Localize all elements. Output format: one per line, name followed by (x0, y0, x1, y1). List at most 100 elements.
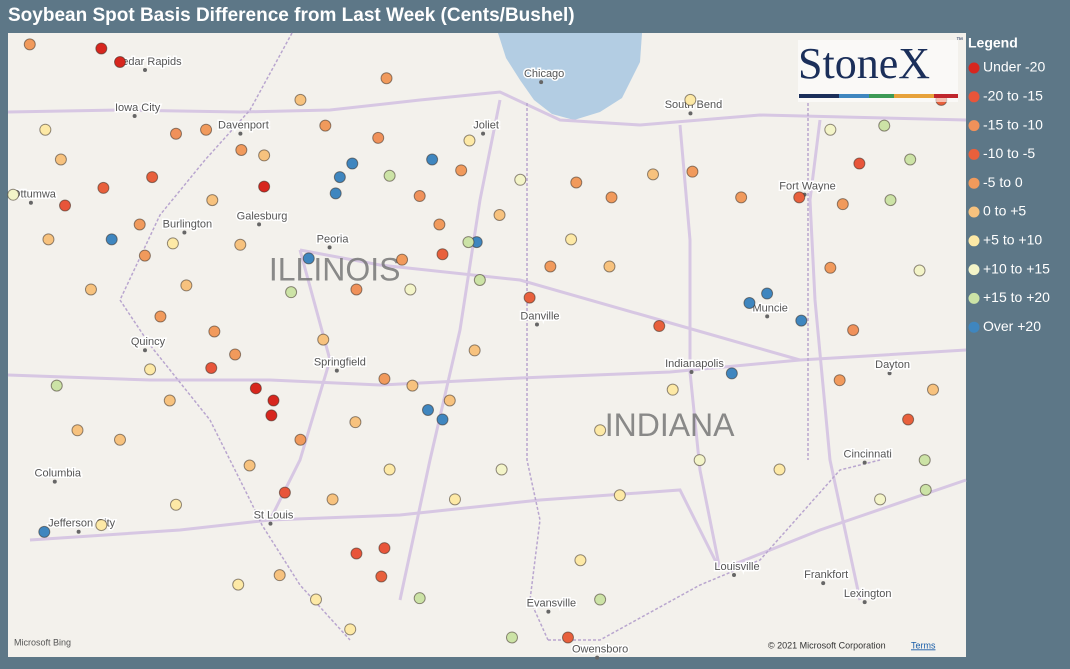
location-dot[interactable] (426, 153, 439, 166)
location-dot[interactable] (113, 433, 126, 446)
location-dot[interactable] (468, 344, 481, 357)
location-dot[interactable] (918, 454, 931, 467)
location-dot[interactable] (473, 273, 486, 286)
location-dot[interactable] (406, 379, 419, 392)
location-dot[interactable] (95, 519, 108, 532)
location-dot[interactable] (878, 119, 891, 132)
location-dot[interactable] (180, 279, 193, 292)
location-dot[interactable] (463, 134, 476, 147)
location-dot[interactable] (278, 486, 291, 499)
location-dot[interactable] (565, 233, 578, 246)
location-dot[interactable] (396, 253, 409, 266)
location-dot[interactable] (874, 493, 887, 506)
location-dot[interactable] (913, 264, 926, 277)
location-dot[interactable] (84, 283, 97, 296)
location-dot[interactable] (773, 463, 786, 476)
terms-link[interactable]: Terms (911, 640, 936, 650)
location-dot[interactable] (443, 394, 456, 407)
location-dot[interactable] (113, 56, 126, 68)
location-dot[interactable] (613, 489, 626, 502)
location-dot[interactable] (735, 191, 748, 204)
location-dot[interactable] (378, 372, 391, 385)
location-dot[interactable] (105, 233, 118, 246)
location-dot[interactable] (205, 362, 218, 375)
location-dot[interactable] (235, 144, 248, 157)
location-dot[interactable] (421, 403, 434, 416)
location-dot[interactable] (594, 593, 607, 606)
location-dot[interactable] (317, 333, 330, 346)
location-dot[interactable] (200, 123, 213, 136)
location-dot[interactable] (234, 238, 247, 251)
location-dot[interactable] (163, 394, 176, 407)
location-dot[interactable] (138, 249, 151, 262)
location-dot[interactable] (684, 93, 697, 106)
location-dot[interactable] (725, 367, 738, 380)
location-dot[interactable] (378, 542, 391, 555)
location-dot[interactable] (761, 287, 774, 300)
location-dot[interactable] (95, 42, 108, 55)
location-dot[interactable] (144, 363, 157, 376)
location-dot[interactable] (836, 198, 849, 211)
location-dot[interactable] (169, 127, 182, 140)
location-dot[interactable] (346, 157, 359, 170)
location-dot[interactable] (455, 164, 468, 177)
location-dot[interactable] (505, 631, 518, 644)
location-dot[interactable] (169, 498, 182, 511)
location-dot[interactable] (448, 493, 461, 506)
location-dot[interactable] (404, 283, 417, 296)
location-dot[interactable] (329, 187, 342, 200)
location-dot[interactable] (653, 320, 666, 333)
location-dot[interactable] (647, 168, 660, 181)
location-dot[interactable] (561, 631, 574, 644)
location-dot[interactable] (350, 547, 363, 560)
location-dot[interactable] (603, 260, 616, 273)
location-dot[interactable] (380, 72, 393, 85)
location-dot[interactable] (206, 194, 219, 207)
location-dot[interactable] (413, 190, 426, 203)
location-dot[interactable] (693, 454, 706, 467)
location-dot[interactable] (39, 123, 52, 136)
location-dot[interactable] (383, 169, 396, 182)
location-dot[interactable] (146, 171, 159, 184)
location-dot[interactable] (38, 525, 51, 538)
location-dot[interactable] (267, 394, 280, 407)
location-dot[interactable] (208, 325, 221, 338)
location-dot[interactable] (793, 191, 806, 204)
location-dot[interactable] (59, 199, 72, 212)
location-dot[interactable] (375, 570, 388, 583)
location-dot[interactable] (23, 38, 36, 51)
location-dot[interactable] (495, 463, 508, 476)
location-dot[interactable] (927, 383, 940, 396)
location-dot[interactable] (884, 194, 897, 207)
location-dot[interactable] (462, 236, 475, 249)
location-dot[interactable] (166, 237, 179, 250)
location-dot[interactable] (7, 188, 20, 201)
location-dot[interactable] (42, 233, 55, 246)
location-dot[interactable] (232, 578, 245, 591)
location-dot[interactable] (133, 218, 146, 231)
location-dot[interactable] (514, 173, 527, 186)
location-dot[interactable] (847, 324, 860, 337)
location-dot[interactable] (523, 291, 536, 304)
location-dot[interactable] (686, 165, 699, 178)
location-dot[interactable] (50, 379, 63, 392)
location-dot[interactable] (383, 463, 396, 476)
location-dot[interactable] (544, 260, 557, 273)
location-dot[interactable] (833, 374, 846, 387)
location-dot[interactable] (853, 157, 866, 170)
location-dot[interactable] (574, 554, 587, 567)
location-dot[interactable] (258, 180, 271, 193)
location-dot[interactable] (349, 416, 362, 429)
location-dot[interactable] (824, 261, 837, 274)
location-dot[interactable] (433, 218, 446, 231)
location-dot[interactable] (570, 176, 583, 189)
location-dot[interactable] (71, 424, 84, 437)
location-dot[interactable] (258, 149, 271, 162)
location-dot[interactable] (436, 248, 449, 261)
location-dot[interactable] (605, 191, 618, 204)
location-dot[interactable] (493, 209, 506, 222)
location-dot[interactable] (229, 348, 242, 361)
location-dot[interactable] (436, 413, 449, 426)
location-dot[interactable] (265, 409, 278, 422)
location-dot[interactable] (350, 283, 363, 296)
